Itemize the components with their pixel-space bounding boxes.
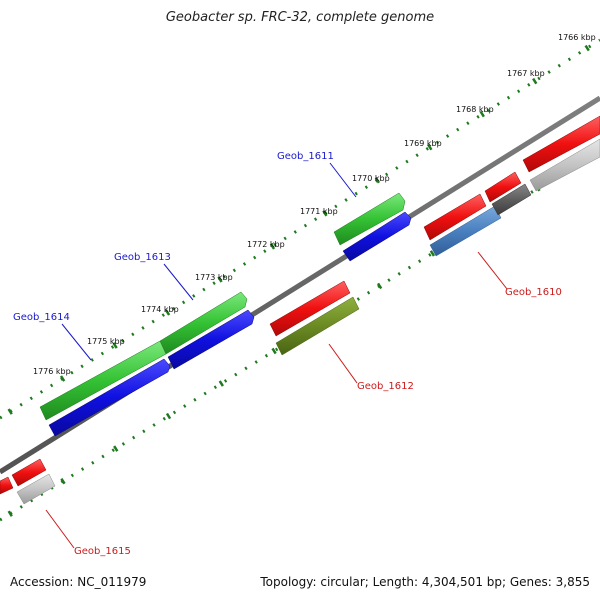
kbp-label: 1773 kbp	[195, 273, 233, 282]
callout-lines	[45, 162, 508, 549]
kbp-label: 1771 kbp	[300, 207, 338, 216]
kbp-label-group: 1766 kbp 1767 kbp 1768 kbp 1769 kbp 1770…	[33, 33, 596, 376]
gene-geob-1610[interactable]	[423, 115, 600, 257]
major-tick-mark	[374, 177, 381, 184]
gene-label-geob-1613[interactable]: Geob_1613	[114, 252, 171, 263]
kbp-label: 1769 kbp	[404, 139, 442, 148]
major-tick-mark	[113, 445, 119, 452]
major-tick-mark	[269, 243, 276, 250]
major-tick-mark	[532, 77, 538, 85]
major-tick-mark	[427, 144, 433, 151]
gene-geob-1613[interactable]	[159, 291, 255, 370]
gene-geob-1611[interactable]	[333, 192, 412, 262]
major-tick-mark	[479, 110, 485, 118]
genome-summary-label: Topology: circular; Length: 4,304,501 bp…	[260, 575, 590, 589]
scale-track-outer	[0, 38, 600, 420]
gene-geob-1612[interactable]	[269, 280, 360, 356]
major-ticks	[7, 44, 594, 517]
kbp-label: 1770 kbp	[352, 174, 390, 183]
gene-label-geob-1610[interactable]: Geob_1610	[505, 287, 562, 298]
major-tick-mark	[165, 412, 172, 420]
major-tick-mark	[429, 250, 436, 257]
gene-label-geob-1611[interactable]: Geob_1611	[277, 151, 334, 162]
major-tick-mark	[112, 342, 118, 349]
accession-label: Accession: NC_011979	[10, 575, 147, 589]
kbp-label: 1766 kbp	[558, 33, 596, 42]
major-tick-mark	[59, 375, 66, 382]
gene-label-geob-1614[interactable]: Geob_1614	[13, 312, 70, 323]
kbp-label: 1768 kbp	[456, 105, 494, 114]
major-tick-mark	[7, 510, 13, 517]
major-tick-mark	[584, 44, 590, 52]
gene-label-geob-1612[interactable]: Geob_1612	[357, 381, 414, 392]
kbp-label: 1775 kbp	[87, 337, 125, 346]
gene-geob-1614[interactable]	[39, 340, 171, 437]
gene-geob-1615[interactable]	[0, 458, 56, 505]
kbp-label: 1774 kbp	[141, 305, 179, 314]
major-tick-mark	[60, 477, 66, 485]
kbp-label: 1772 kbp	[247, 240, 285, 249]
major-tick-mark	[164, 309, 171, 316]
major-tick-mark	[376, 282, 383, 290]
major-tick-mark	[218, 380, 224, 387]
kbp-label: 1767 kbp	[507, 69, 545, 78]
major-tick-mark	[271, 347, 277, 355]
major-tick-mark	[217, 276, 223, 283]
major-tick-mark	[7, 408, 13, 415]
gene-label-geob-1615[interactable]: Geob_1615	[74, 546, 131, 557]
map-title: Geobacter sp. FRC-32, complete genome	[165, 10, 435, 25]
kbp-label: 1776 kbp	[33, 367, 71, 376]
major-tick-mark	[322, 210, 328, 217]
